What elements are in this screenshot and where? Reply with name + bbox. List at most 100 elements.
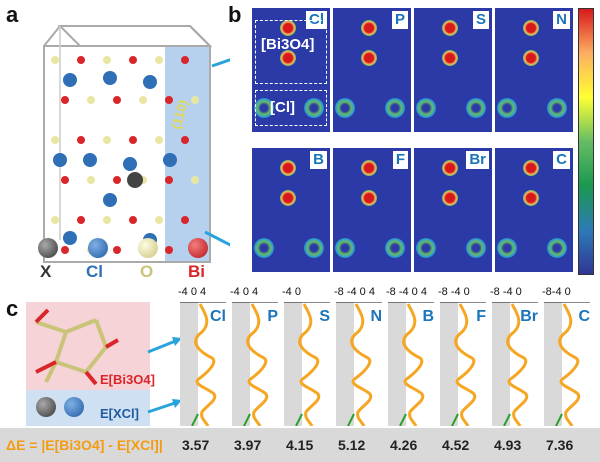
delta-e-value: 4.15 — [286, 437, 314, 453]
legend-cl-label: Cl — [86, 262, 103, 281]
map-label: Br — [466, 151, 489, 169]
atom — [61, 96, 69, 104]
dos-line — [402, 303, 425, 426]
dos-line — [194, 303, 217, 426]
bi-density-spot — [523, 50, 539, 66]
atom — [139, 96, 147, 104]
atom — [181, 56, 189, 64]
map-label: N — [553, 11, 570, 29]
atom — [191, 176, 199, 184]
density-map-cl: Cl — [252, 8, 330, 132]
x-cl-density-ring — [547, 98, 567, 118]
x-cl-density-ring — [254, 238, 274, 258]
legend-cl-ball — [88, 238, 108, 258]
atom — [51, 216, 59, 224]
x-cl-density-ring — [416, 238, 436, 258]
atom — [165, 246, 173, 254]
delta-e-value: 5.12 — [338, 437, 366, 453]
curve-element-label: Br — [520, 308, 538, 325]
bi-density-spot — [361, 20, 377, 36]
atom — [181, 216, 189, 224]
delta-e-formula: ΔE = |E[Bi3O4] - E[XCl]| — [6, 437, 163, 453]
bi-density-spot — [523, 20, 539, 36]
delta-e-value: 4.26 — [390, 437, 418, 453]
legend-o-label: O — [140, 262, 154, 281]
delta-e-value: 3.57 — [182, 437, 210, 453]
axis-ticks: -4 0 — [282, 286, 301, 298]
atom — [191, 96, 199, 104]
cl-atom — [83, 153, 97, 167]
delta-e-value: 3.97 — [234, 437, 262, 453]
atom — [77, 56, 85, 64]
atom — [129, 56, 137, 64]
atom — [51, 56, 59, 64]
x-cl-density-ring — [547, 238, 567, 258]
atom — [113, 176, 121, 184]
axis-ticks: -8 -4 0 4 — [334, 286, 375, 298]
axis-ticks: -4 0 4 — [178, 286, 207, 298]
cl-atom — [63, 73, 77, 87]
bi-density-spot — [442, 20, 458, 36]
atom — [155, 216, 163, 224]
bi-density-spot — [361, 160, 377, 176]
legend-bi-ball — [188, 238, 208, 258]
cl-atom — [103, 71, 117, 85]
dos-curve-n: -8 -4 0 4 N — [334, 286, 384, 426]
curve-element-label: B — [422, 308, 434, 325]
density-map-s: S — [414, 8, 492, 132]
atom — [77, 216, 85, 224]
cl-atom — [63, 231, 77, 245]
density-map-br: Br — [414, 148, 492, 272]
atom — [77, 136, 85, 144]
curve-element-label: Cl — [210, 308, 226, 325]
delta-e-bar: ΔE = |E[Bi3O4] - E[XCl]| 3.57 3.97 4.15 5.1… — [0, 428, 600, 462]
dos-curve-b: -8 -4 0 4 B — [386, 286, 436, 426]
delta-e-value: 4.93 — [494, 437, 522, 453]
dos-curve-br: -8 -4 0 Br — [490, 286, 540, 426]
bi-density-spot — [280, 20, 296, 36]
panel-label-b: b — [228, 2, 242, 27]
atom — [155, 136, 163, 144]
curve-element-label: C — [578, 308, 590, 325]
bi-density-spot — [280, 160, 296, 176]
bi-density-spot — [523, 160, 539, 176]
cl-atom — [163, 153, 177, 167]
cl-ball — [64, 397, 84, 417]
x-cl-density-ring — [416, 98, 436, 118]
atom — [181, 136, 189, 144]
cl-atom — [53, 153, 67, 167]
map-label: P — [391, 11, 408, 29]
dos-line — [506, 303, 529, 426]
density-map-c: C — [495, 148, 573, 272]
delta-e-value: 4.52 — [442, 437, 470, 453]
dos-line — [350, 303, 373, 426]
colorbar — [578, 8, 594, 275]
curve-element-label: N — [370, 308, 382, 325]
curve-element-label: S — [319, 308, 330, 325]
x-cl-density-ring — [335, 98, 355, 118]
atom — [165, 96, 173, 104]
x-cl-density-ring — [254, 98, 274, 118]
bi-density-spot — [280, 50, 296, 66]
x-cl-density-ring — [304, 238, 324, 258]
dos-line — [298, 303, 321, 426]
x-cl-density-ring — [497, 98, 517, 118]
dos-curve-s: -4 0 S — [282, 286, 332, 426]
atom — [87, 176, 95, 184]
dos-curve-cl: -4 0 4 Cl — [178, 286, 228, 426]
x-cl-density-ring — [466, 238, 486, 258]
e-bi3o4-label: E[Bi3O4] — [100, 372, 155, 387]
x-atom — [127, 172, 143, 188]
x-ball — [36, 397, 56, 417]
density-map-p: P — [333, 8, 411, 132]
atom-legend: X Cl O Bi — [30, 238, 230, 284]
atom — [103, 136, 111, 144]
legend-bi-label: Bi — [188, 262, 205, 281]
atom — [165, 176, 173, 184]
dos-curve-p: -4 0 4 P — [230, 286, 280, 426]
cl-atom — [143, 75, 157, 89]
atom — [103, 216, 111, 224]
cl-atom — [123, 157, 137, 171]
x-cl-density-ring — [335, 238, 355, 258]
dos-line — [454, 303, 477, 426]
